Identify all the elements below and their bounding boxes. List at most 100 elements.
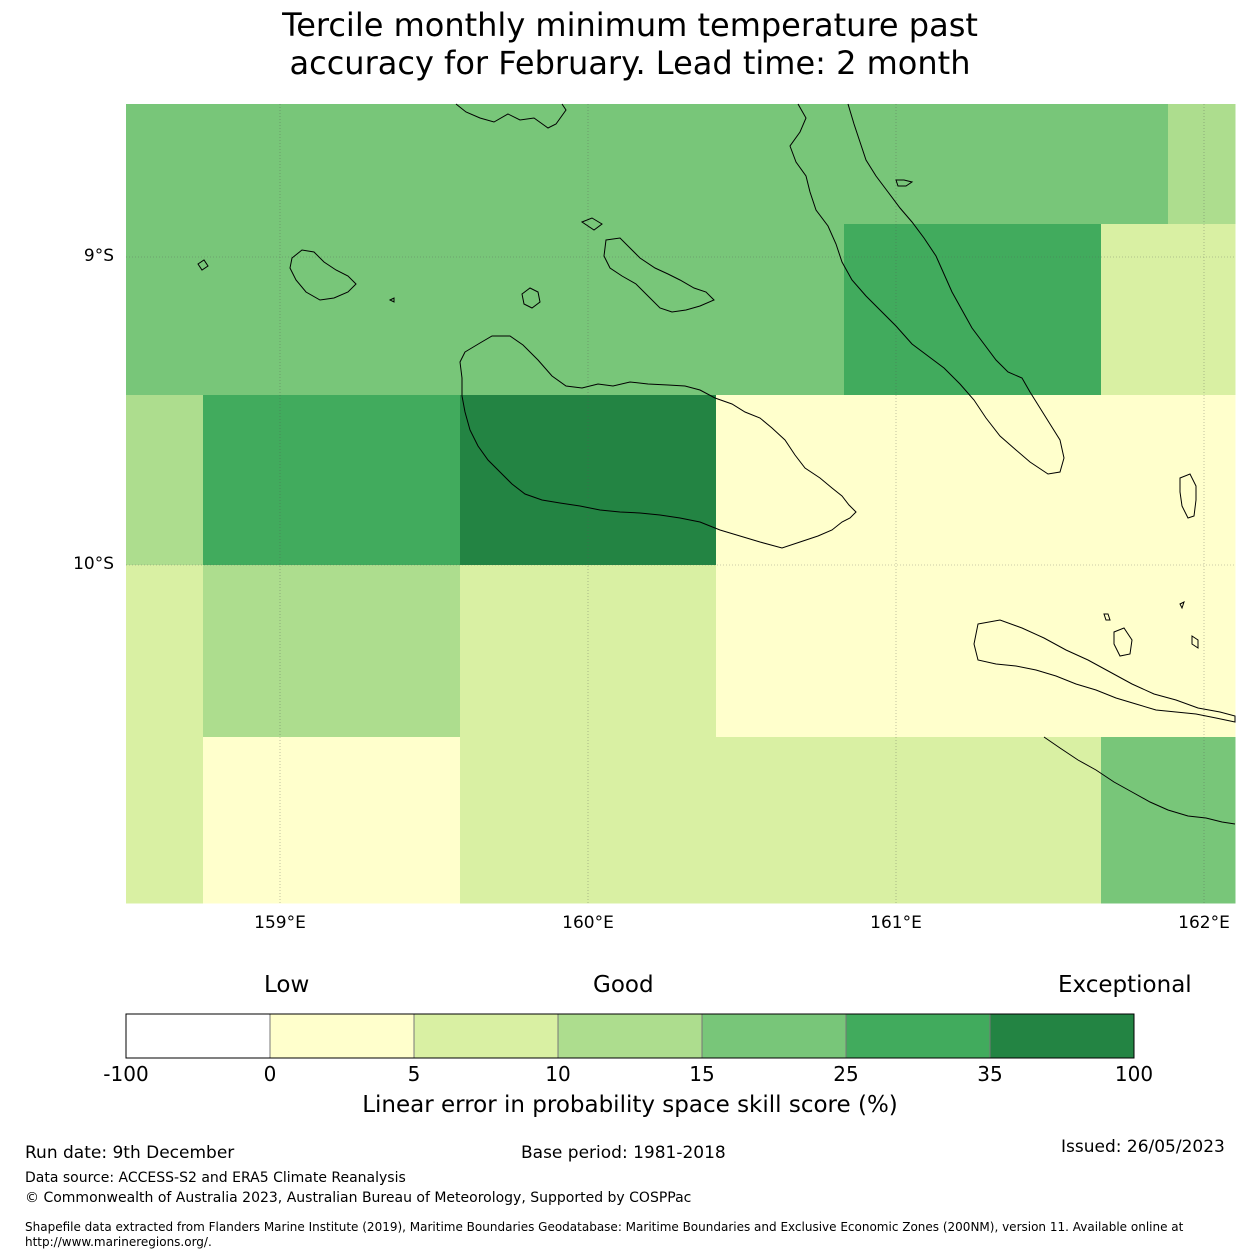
skill-cell [460,395,589,566]
colorbar-header-low: Low [264,972,310,998]
skill-cell [126,395,204,566]
map-title: Tercile monthly minimum temperature past… [0,6,1260,82]
coastline-makira-south [1043,736,1236,825]
skill-cell [844,104,974,225]
skill-cell [203,737,332,904]
skill-cell [588,104,717,225]
skill-cell [716,395,845,566]
coastline-small-isle-3 [580,217,603,231]
skill-cell [716,224,845,396]
colorbar-tick: 35 [977,1062,1003,1086]
graticule [126,104,1235,903]
skill-cell [460,737,589,904]
skill-cell [1168,104,1236,225]
coastline-small-isle-2 [388,297,395,303]
skill-cell [973,737,1102,904]
skill-cell [588,737,717,904]
colorbar-header-exceptional: Exceptional [1058,972,1192,998]
colorbar-tick: 10 [545,1062,571,1086]
skill-cell [331,104,461,225]
colorbar-swatch [989,1013,1135,1059]
skill-cell [1101,737,1169,904]
skill-cell [588,565,717,738]
coastline-small-isle-5 [1103,613,1111,621]
colorbar-tick: 25 [833,1062,859,1086]
skill-cell [973,224,1102,396]
skill-cell [203,104,332,225]
coastline-savo [521,287,541,309]
skill-cell [1101,565,1169,738]
skill-cell [331,395,461,566]
colorbar-label: Linear error in probability space skill … [362,1092,898,1118]
skill-cell [126,224,204,396]
skill-cell [588,224,717,396]
skill-cell [1168,565,1236,738]
coastline-malaita [789,103,1065,475]
lat-label-9s: 9°S [83,246,114,266]
colorbar-swatch [845,1013,991,1059]
skill-cell [973,565,1102,738]
lat-label-10s: 10°S [73,554,114,574]
coastline-small-isle-7 [1191,635,1199,649]
skill-cell [460,104,589,225]
skill-cell [1101,224,1169,396]
skill-cell [844,395,974,566]
skill-cell [460,224,589,396]
coastline-russell-islands [289,249,357,301]
skill-cell [331,565,461,738]
run-date: Run date: 9th December [25,1143,235,1163]
colorbar-tick: -100 [103,1062,149,1086]
data-source: Data source: ACCESS-S2 and ERA5 Climate … [25,1170,406,1186]
skill-map [126,103,1236,904]
skill-cell [460,565,589,738]
skill-cell [716,104,845,225]
colorbar-swatch [701,1013,847,1059]
lon-label-162e: 162°E [1178,913,1230,933]
shapefile-credit: Shapefile data extracted from Flanders M… [25,1220,1184,1249]
coastline-florida-islands [603,237,715,313]
skill-cell [844,224,974,396]
title-line-1: Tercile monthly minimum temperature past [282,6,978,44]
lon-label-161e: 161°E [870,913,922,933]
coastline-small-isle-4 [1113,627,1133,657]
skill-cell [588,395,717,566]
title-line-2: accuracy for February. Lead time: 2 mont… [289,44,971,82]
skill-cell [126,737,204,904]
colorbar-tick: 5 [407,1062,421,1086]
coastline-guadalcanal [459,335,857,549]
colorbar-swatch [269,1013,415,1059]
skill-cell [331,224,461,396]
colorbar-tick: 100 [1114,1062,1154,1086]
skill-cell [1168,395,1236,566]
coastline-small-isle-6 [1179,601,1185,610]
copyright: © Commonwealth of Australia 2023, Austra… [25,1190,692,1206]
skill-cell [126,565,204,738]
colorbar-tick: 0 [263,1062,277,1086]
coastlines [197,103,1236,825]
skill-cell [203,224,332,396]
coastline-nggela [895,179,914,187]
colorbar-tick: 15 [689,1062,715,1086]
colorbar-frame [125,1013,1135,1059]
colorbar-swatch [413,1013,559,1059]
coastline-ulawa [1179,473,1197,519]
skill-cell [1101,104,1169,225]
skill-cell [1168,224,1236,396]
colorbar [125,1013,1135,1059]
skill-grid [126,104,1236,904]
coastline-north-guadalcanal [455,103,567,129]
coastline-small-isle-1 [197,259,209,271]
skill-cell [844,737,974,904]
skill-cell [716,565,845,738]
skill-cell [1101,395,1169,566]
lon-label-159e: 159°E [254,913,306,933]
coastline-makira [973,619,1236,723]
lon-label-160e: 160°E [562,913,614,933]
skill-cell [973,395,1102,566]
skill-cell [1168,737,1236,904]
colorbar-swatch [557,1013,703,1059]
issued-date: Issued: 26/05/2023 [1061,1137,1225,1157]
skill-cell [331,737,461,904]
skill-cell [126,104,204,225]
colorbar-header-good: Good [593,972,654,998]
